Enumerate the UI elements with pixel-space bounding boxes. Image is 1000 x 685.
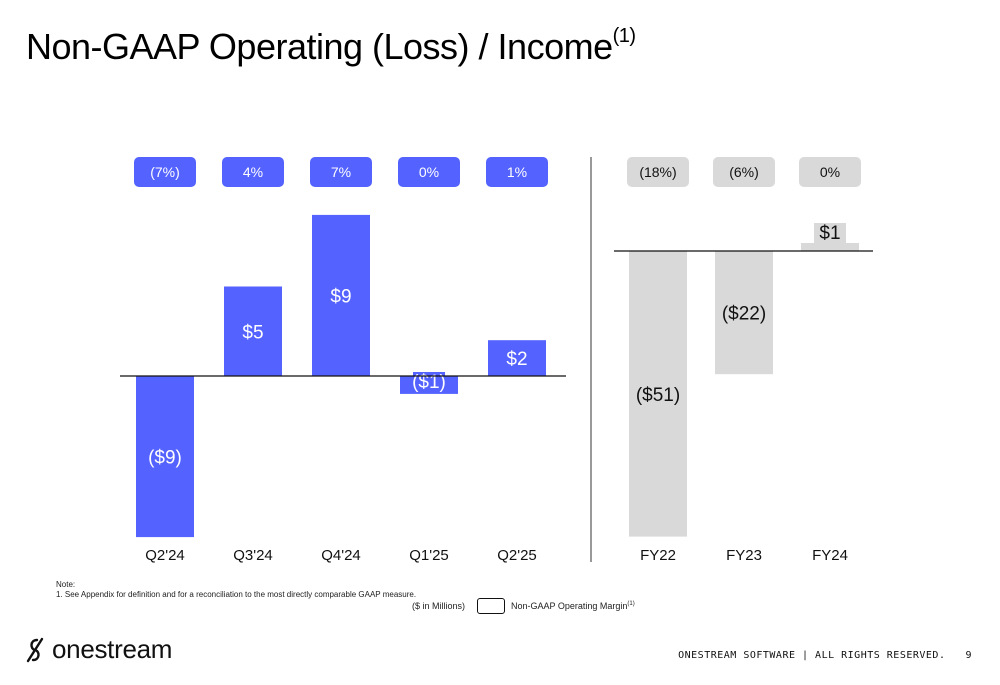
- footnote: Note: 1. See Appendix for definition and…: [56, 580, 416, 600]
- quarter-value-label: ($1): [412, 372, 446, 393]
- quarter-bar: [488, 340, 546, 376]
- year-category-label: FY23: [726, 547, 762, 564]
- legend-label: Non-GAAP Operating Margin(1): [511, 601, 635, 611]
- year-margin-label: (18%): [639, 164, 676, 180]
- quarter-bar: [224, 286, 282, 376]
- quarter-category-label: Q2'24: [145, 547, 185, 564]
- quarter-category-label: Q2'25: [497, 547, 537, 564]
- year-value-label: ($22): [722, 304, 766, 325]
- legend-swatch: [477, 598, 506, 614]
- quarter-bar: [136, 376, 194, 538]
- quarter-margin-badge: [222, 157, 284, 187]
- year-margin-label: 0%: [820, 164, 840, 180]
- year-margin-badge: [799, 157, 861, 187]
- quarter-category-label: Q3'24: [233, 547, 273, 564]
- quarter-margin-badge: [134, 157, 196, 187]
- note-text: 1. See Appendix for definition and for a…: [56, 590, 417, 599]
- quarter-value-label: ($9): [148, 448, 182, 469]
- quarter-margin-badge: [310, 157, 372, 187]
- page-title: Non-GAAP Operating (Loss) / Income(1): [26, 25, 636, 68]
- quarter-value-label-bg: [413, 372, 445, 392]
- operating-income-chart: (7%) ($9) Q2'24 4% $5 Q3'24 7% $9 Q4'24 0% ($1) Q1'…: [120, 157, 873, 564]
- footer-text: ONESTREAM SOFTWARE | ALL RIGHTS RESERVED…: [678, 650, 946, 661]
- units-label: ($ in Millions): [412, 601, 466, 611]
- year-bar: [801, 243, 859, 251]
- year-margin-label: (6%): [729, 164, 759, 180]
- quarter-category-label: Q1'25: [409, 547, 449, 564]
- quarter-margin-label: 7%: [331, 164, 351, 180]
- quarter-margin-label: 0%: [419, 164, 439, 180]
- page-title-text: Non-GAAP Operating (Loss) / Income: [26, 26, 613, 67]
- page-number: 9: [965, 650, 972, 661]
- quarter-value-label: $5: [242, 322, 263, 343]
- year-value-label-bg: [814, 223, 846, 243]
- quarter-margin-label: 4%: [243, 164, 263, 180]
- brand-name: onestream: [52, 634, 173, 664]
- legend: ($ in Millions) Non-GAAP Operating Margi…: [412, 598, 635, 614]
- title-footnote-marker: (1): [612, 25, 636, 47]
- legend-footnote-marker: (1): [627, 601, 635, 607]
- quarter-bar: [312, 214, 370, 376]
- quarter-margin-label: 1%: [507, 164, 527, 180]
- year-margin-badge: [627, 157, 689, 187]
- year-bar: [629, 251, 687, 537]
- year-margin-badge: [713, 157, 775, 187]
- quarter-margin-badge: [486, 157, 548, 187]
- quarter-margin-badge: [398, 157, 460, 187]
- year-bar: [715, 251, 773, 375]
- year-value-label: ($51): [636, 385, 680, 406]
- quarter-value-label: $2: [506, 349, 527, 370]
- year-category-label: FY24: [812, 547, 848, 564]
- onestream-logo-icon: [26, 637, 44, 662]
- legend-label-text: Non-GAAP Operating Margin: [511, 601, 628, 611]
- year-category-label: FY22: [640, 547, 676, 564]
- note-heading: Note:: [56, 580, 76, 589]
- quarter-margin-label: (7%): [150, 164, 180, 180]
- footer: ONESTREAM SOFTWARE | ALL RIGHTS RESERVED…: [678, 650, 972, 661]
- quarter-category-label: Q4'24: [321, 547, 361, 564]
- year-value-label: $1: [819, 223, 840, 244]
- brand-logo: onestream: [24, 634, 172, 665]
- quarter-value-label: $9: [330, 286, 351, 307]
